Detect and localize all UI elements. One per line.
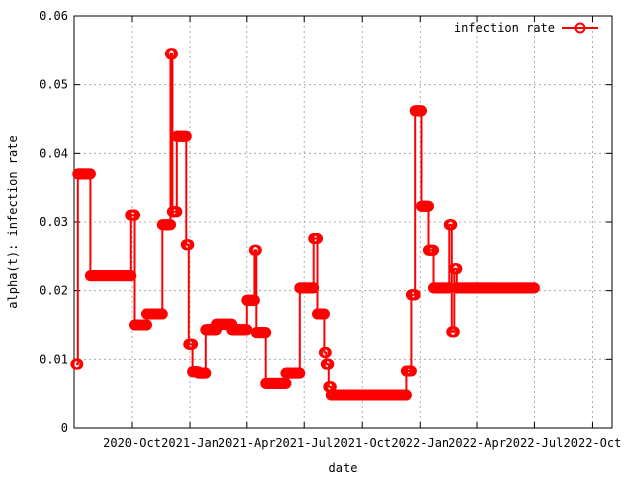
data-point <box>294 367 306 379</box>
data-point <box>187 338 199 350</box>
data-point <box>320 347 332 358</box>
data-point <box>165 219 176 231</box>
data-point <box>423 200 434 212</box>
x-tick-label: 2022-Oct <box>564 436 622 450</box>
y-tick-label: 0.05 <box>39 78 68 92</box>
x-axis-label: date <box>329 461 358 475</box>
data-point <box>250 244 262 256</box>
x-tick-label: 2022-Jan <box>391 436 449 450</box>
data-point <box>451 263 463 275</box>
axis-ticks: 0 0.01 0.02 0.03 0.04 0.05 0.06 2020-Oct 2021-Ja… <box>39 9 621 450</box>
data-point <box>448 326 460 338</box>
y-tick-label: 0.04 <box>39 146 68 160</box>
y-tick-label: 0.03 <box>39 215 68 229</box>
data-point <box>241 324 253 336</box>
data-point <box>84 168 96 180</box>
data-point <box>129 209 140 221</box>
x-tick-label: 2021-Jul <box>275 436 333 450</box>
data-point <box>200 367 212 379</box>
data-point <box>125 270 137 282</box>
data-point <box>416 105 427 117</box>
data-point <box>180 130 192 142</box>
data-point <box>141 319 152 331</box>
y-tick-label: 0.02 <box>39 284 68 298</box>
data-point <box>183 239 195 251</box>
data-point <box>446 219 458 231</box>
y-axis-label: alpha(t): infection rate <box>6 135 20 308</box>
x-tick-label: 2021-Oct <box>333 436 391 450</box>
data-point <box>248 294 260 306</box>
data-point <box>409 289 421 301</box>
data-point <box>400 389 412 401</box>
y-tick-label: 0.06 <box>39 9 68 23</box>
data-point <box>156 308 168 320</box>
data-point <box>428 244 439 256</box>
legend-marker <box>574 22 586 34</box>
x-tick-label: 2020-Oct <box>103 436 161 450</box>
legend: infection rate <box>454 21 598 35</box>
grid <box>74 16 612 428</box>
data-point <box>405 365 417 377</box>
data-point <box>72 358 84 370</box>
y-tick-label: 0.01 <box>39 352 68 366</box>
data-point <box>171 206 183 218</box>
data-point <box>312 233 323 244</box>
data-point <box>166 48 178 60</box>
legend-label: infection rate <box>454 21 555 35</box>
data-point <box>308 282 320 294</box>
data-point <box>323 358 335 370</box>
data-point <box>280 377 292 389</box>
x-tick-label: 2021-Apr <box>218 436 276 450</box>
data-point <box>528 282 540 294</box>
series-layer <box>70 48 540 401</box>
series-line <box>75 52 535 396</box>
x-tick-label: 2022-Jul <box>506 436 564 450</box>
data-point <box>260 327 272 339</box>
data-point <box>318 308 330 320</box>
x-tick-label: 2021-Jan <box>161 436 219 450</box>
x-tick-label: 2022-Apr <box>448 436 506 450</box>
y-tick-label: 0 <box>61 421 68 435</box>
